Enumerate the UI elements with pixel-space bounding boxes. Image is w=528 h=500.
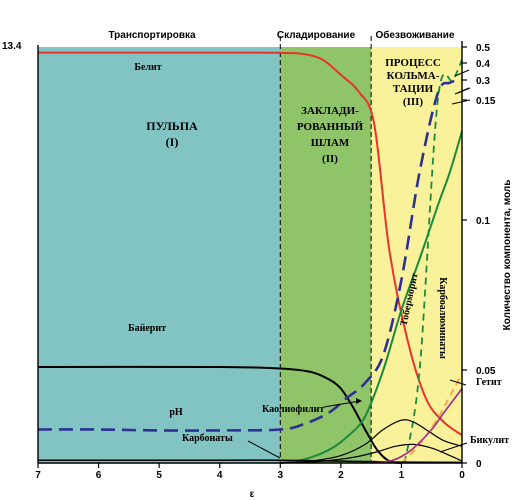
stage-header-1: Транспортировка xyxy=(108,30,196,41)
curves-layer xyxy=(37,51,463,464)
series-label-1: Белит xyxy=(134,62,161,73)
leader-line-1 xyxy=(323,400,361,408)
y-tick-label-2: 0.4 xyxy=(476,59,490,70)
series-line-unlabeled xyxy=(371,388,463,464)
stage-header-2: Складирование xyxy=(277,30,356,41)
axes-layer xyxy=(37,41,471,468)
series-line-4 xyxy=(280,130,463,464)
zones-layer xyxy=(38,36,462,463)
y-tick-label-4: 0.15 xyxy=(476,96,496,107)
leader-line-2 xyxy=(247,440,281,459)
y-tick-label-5: 0.1 xyxy=(476,216,490,227)
y-tick-label-3: 0.3 xyxy=(476,76,490,87)
leader-arrow xyxy=(356,398,362,404)
zone-label-2-2: РОВАННЫЙ xyxy=(297,121,364,133)
series-line-9 xyxy=(38,459,463,464)
series-label-3: pH xyxy=(169,407,183,418)
zone-2 xyxy=(280,47,372,463)
leader-line-3 xyxy=(449,379,467,386)
x-tick-label-2: 6 xyxy=(96,470,102,481)
y-tick-label-7: 0 xyxy=(476,459,482,470)
zone-label-2-3: ШЛАМ xyxy=(311,137,350,149)
leader-line-5 xyxy=(457,87,471,94)
y-tick-label-1: 0.5 xyxy=(476,43,490,54)
zone-label-1-1: ПУЛЬПА xyxy=(146,119,198,133)
series-label-2: Байерит xyxy=(128,323,166,334)
x-tick-label-7: 1 xyxy=(399,470,405,481)
y-tick-label-6: 0.05 xyxy=(476,366,496,377)
zone-label-1-2: (I) xyxy=(166,135,179,149)
x-tick-label-3: 5 xyxy=(156,470,162,481)
left-axis-tick-label: 13.4 xyxy=(2,41,22,52)
series-line-7 xyxy=(280,419,463,464)
zone-label-2-4: (II) xyxy=(322,153,338,165)
zone-label-3-2: КОЛЬМА- xyxy=(387,70,440,82)
series-line-3 xyxy=(37,78,463,432)
zone-label-3-1: ПРОЦЕСС xyxy=(385,57,441,69)
x-tick-label-5: 3 xyxy=(278,470,284,481)
zone-label-3-4: (III) xyxy=(403,96,424,108)
series-line-6 xyxy=(400,373,463,464)
series-line-1 xyxy=(38,51,463,436)
zone-1 xyxy=(38,47,281,463)
leader-line-4 xyxy=(439,442,468,453)
x-tick-label-4: 4 xyxy=(217,470,223,481)
zone-3 xyxy=(371,47,462,463)
leader-line-6 xyxy=(451,99,471,105)
series-label-6: Гетит xyxy=(476,377,502,388)
y-axis-title: Количество компонента, моль xyxy=(502,180,513,331)
series-label-9: Карбонаты xyxy=(182,433,233,444)
x-tick-label-1: 7 xyxy=(35,470,41,481)
zone-label-2-1: ЗАКЛАДИ- xyxy=(301,105,359,117)
bottom-stub: ε xyxy=(250,489,255,500)
zone-label-3-3: ТАЦИИ xyxy=(393,83,434,95)
stage-header-3: Обезвоживание xyxy=(375,29,454,41)
series-label-8: Бикулит xyxy=(470,435,509,446)
axis-break-2 xyxy=(454,69,470,77)
x-tick-label-6: 2 xyxy=(338,470,344,481)
series-line-2 xyxy=(37,365,402,464)
text-layer: 7 6 5 4 3 2 1 0 ε 0.5 0.4 0.3 0.15 0.1 0.05 0 13.4 Количе… xyxy=(2,29,513,500)
series-line-5 xyxy=(403,59,463,464)
series-label-5: Карбоалюминаты xyxy=(437,277,448,359)
x-tick-label-8: 0 xyxy=(459,470,465,481)
series-label-7: Каолиофилит xyxy=(262,404,324,415)
